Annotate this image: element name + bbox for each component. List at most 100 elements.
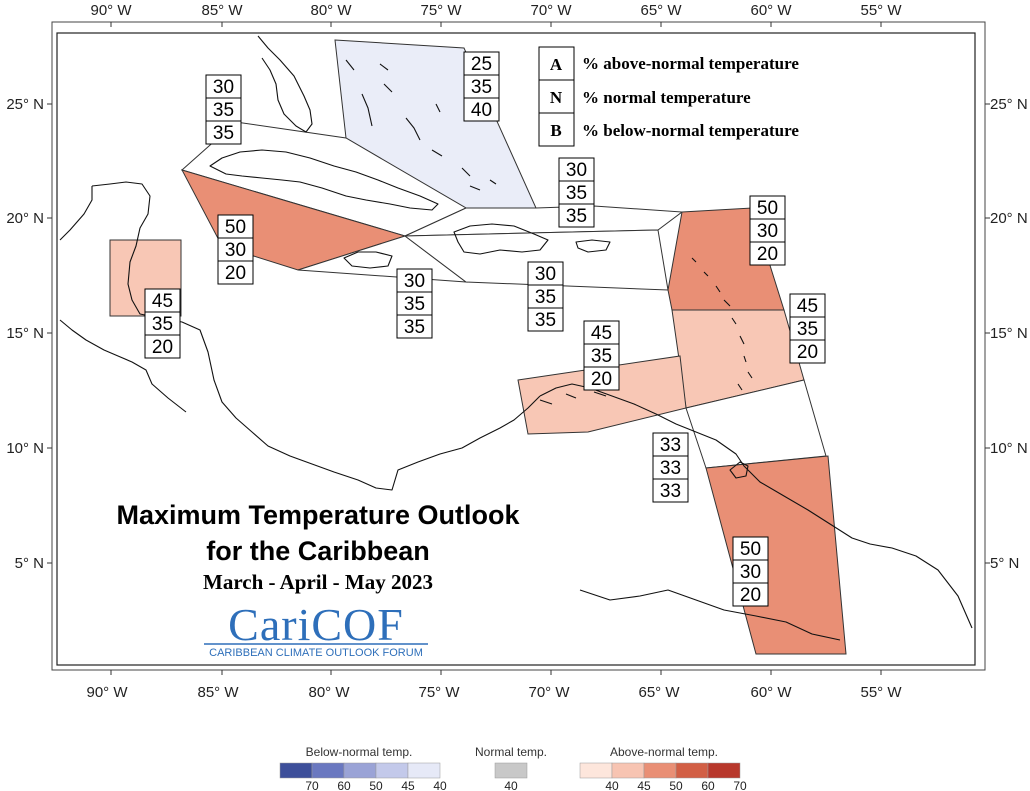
colorbar-above-title: Above-normal temp. (610, 745, 718, 759)
colorbar-below-label: 60 (337, 779, 351, 791)
lon-label-65w: 65° W (638, 684, 680, 701)
lesser-antilles-islands (691, 257, 753, 479)
prob-value-cayman-b: 20 (225, 263, 246, 284)
lat-labels-right: 25° N 20° N 15° N 10° N 5° N (990, 96, 1028, 572)
prob-value-cayman-a: 50 (225, 217, 246, 238)
title-period: March - April - May 2023 (203, 570, 433, 594)
caricof-logo: CariCOF CARIBBEAN CLIMATE OUTLOOK FORUM (204, 599, 428, 659)
lon-labels-bottom: 90° W 85° W 80° W 75° W 70° W 65° W 60° … (86, 684, 902, 701)
key-label-above: % above-normal temperature (582, 54, 799, 73)
colorbar-above-label: 45 (637, 779, 651, 791)
colorbar-below-label: 45 (401, 779, 415, 791)
jamaica-coast (343, 251, 393, 269)
prob-value-northern-lesser-antilles-b: 20 (757, 244, 778, 265)
lon-label-60w: 60° W (750, 2, 792, 19)
lon-label-75w: 75° W (418, 684, 460, 701)
map-title-block: Maximum Temperature Outlook for the Cari… (116, 500, 520, 594)
prob-box-jamaica-b (396, 314, 433, 339)
lon-label-80w: 80° W (310, 2, 352, 19)
colorbar-normal-label: 40 (504, 779, 518, 791)
colorbar-below-label: 50 (369, 779, 383, 791)
colorbar-above-label: 60 (701, 779, 715, 791)
lat-label-25n: 25° N (6, 96, 44, 113)
prob-value-abc-islands-n: 35 (591, 346, 612, 367)
central-america-coast (91, 181, 541, 491)
south-america-coast (539, 383, 973, 629)
prob-value-northern-lesser-antilles-n: 30 (757, 221, 778, 242)
lat-label-15n: 15° N (990, 325, 1028, 342)
colorbar-below-label: 70 (305, 779, 319, 791)
colorbar: Below-normal temp. Normal temp. Above-no… (279, 745, 747, 791)
lon-label-85w: 85° W (201, 2, 243, 19)
prob-box-cuba-b (205, 120, 242, 145)
prob-box-abc-islands-b (583, 366, 620, 391)
colorbar-below-title: Below-normal temp. (306, 745, 413, 759)
key-box-n (538, 79, 575, 114)
prob-value-bahamas-n: 35 (471, 77, 492, 98)
mexico-coast (59, 186, 187, 413)
key-letter-n: N (550, 88, 563, 107)
prob-value-turks-caicos-n: 35 (566, 183, 587, 204)
prob-value-cuba-a: 30 (213, 77, 234, 98)
colorbar-below-swatch (311, 762, 345, 779)
puerto-rico-coast (575, 239, 611, 253)
probability-key: A N B % above-normal temperature % norma… (538, 46, 799, 147)
prob-value-windward-islands-n: 35 (797, 319, 818, 340)
bahamas-islands (345, 59, 497, 191)
logo-wordmark: CariCOF (228, 599, 404, 650)
prob-box-cayman-b (217, 260, 254, 285)
colorbar-above-swatch (611, 762, 645, 779)
prob-box-trinidad-b (652, 478, 689, 503)
lat-label-15n: 15° N (6, 325, 44, 342)
prob-value-guianas-b: 20 (740, 585, 761, 606)
prob-value-jamaica-a: 30 (404, 271, 425, 292)
key-box-b (538, 112, 575, 147)
lon-label-55w: 55° W (860, 2, 902, 19)
prob-value-hispaniola-b: 35 (535, 310, 556, 331)
lon-label-60w: 60° W (750, 684, 792, 701)
colorbar-below-swatch (343, 762, 377, 779)
logo-subtitle: CARIBBEAN CLIMATE OUTLOOK FORUM (209, 647, 423, 659)
colorbar-above-label: 40 (605, 779, 619, 791)
prob-value-belize-b: 20 (152, 337, 173, 358)
prob-value-trinidad-b: 33 (660, 481, 681, 502)
hispaniola-coast (453, 223, 549, 255)
lon-label-70w: 70° W (530, 2, 572, 19)
colorbar-above-swatch (707, 762, 741, 779)
prob-value-guianas-n: 30 (740, 562, 761, 583)
prob-box-turks-caicos-b (558, 203, 595, 228)
lat-label-20n: 20° N (6, 210, 44, 227)
lon-label-70w: 70° W (528, 684, 570, 701)
lon-label-90w: 90° W (90, 2, 132, 19)
colorbar-normal-title: Normal temp. (475, 745, 547, 759)
lat-label-10n: 10° N (990, 440, 1028, 457)
prob-value-bahamas-a: 25 (471, 54, 492, 75)
prob-value-jamaica-n: 35 (404, 294, 425, 315)
colorbar-above-swatch (675, 762, 709, 779)
lon-label-55w: 55° W (860, 684, 902, 701)
prob-value-bahamas-b: 40 (471, 100, 492, 121)
lat-label-5n: 5° N (15, 555, 44, 572)
colorbar-below-swatch (407, 762, 441, 779)
colorbar-below-label: 40 (433, 779, 447, 791)
colorbar-above-label: 50 (669, 779, 683, 791)
colorbar-normal-swatch (494, 762, 528, 779)
prob-value-abc-islands-a: 45 (591, 323, 612, 344)
prob-value-trinidad-n: 33 (660, 458, 681, 479)
lon-tick-marks (110, 22, 882, 675)
lat-label-5n: 5° N (990, 555, 1019, 572)
prob-box-northern-lesser-antilles-b (749, 241, 786, 266)
title-line-2: for the Caribbean (206, 536, 430, 566)
lon-label-80w: 80° W (308, 684, 350, 701)
colorbar-above-label: 70 (733, 779, 747, 791)
prob-box-guianas-b (732, 582, 769, 607)
prob-box-bahamas-b (463, 97, 500, 122)
venezuela-inland (579, 589, 841, 641)
title-line-1: Maximum Temperature Outlook (116, 500, 520, 530)
prob-value-hispaniola-a: 30 (535, 264, 556, 285)
key-label-below: % below-normal temperature (582, 121, 799, 140)
key-letter-a: A (550, 55, 563, 74)
lat-tick-marks (47, 103, 990, 564)
prob-value-windward-islands-a: 45 (797, 296, 818, 317)
